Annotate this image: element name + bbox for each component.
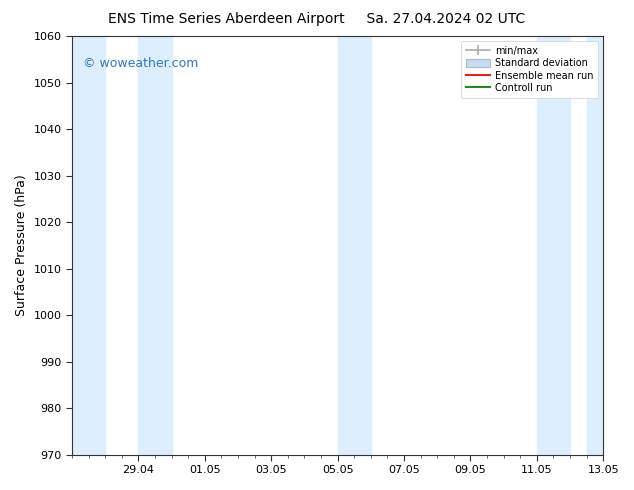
Bar <box>72 36 105 455</box>
Text: ENS Time Series Aberdeen Airport     Sa. 27.04.2024 02 UTC: ENS Time Series Aberdeen Airport Sa. 27.… <box>108 12 526 26</box>
Text: © woweather.com: © woweather.com <box>82 57 198 70</box>
Bar <box>138 36 172 455</box>
Bar <box>586 36 603 455</box>
Y-axis label: Surface Pressure (hPa): Surface Pressure (hPa) <box>15 174 28 316</box>
Bar <box>338 36 371 455</box>
Legend: min/max, Standard deviation, Ensemble mean run, Controll run: min/max, Standard deviation, Ensemble me… <box>461 41 598 98</box>
Bar <box>537 36 570 455</box>
